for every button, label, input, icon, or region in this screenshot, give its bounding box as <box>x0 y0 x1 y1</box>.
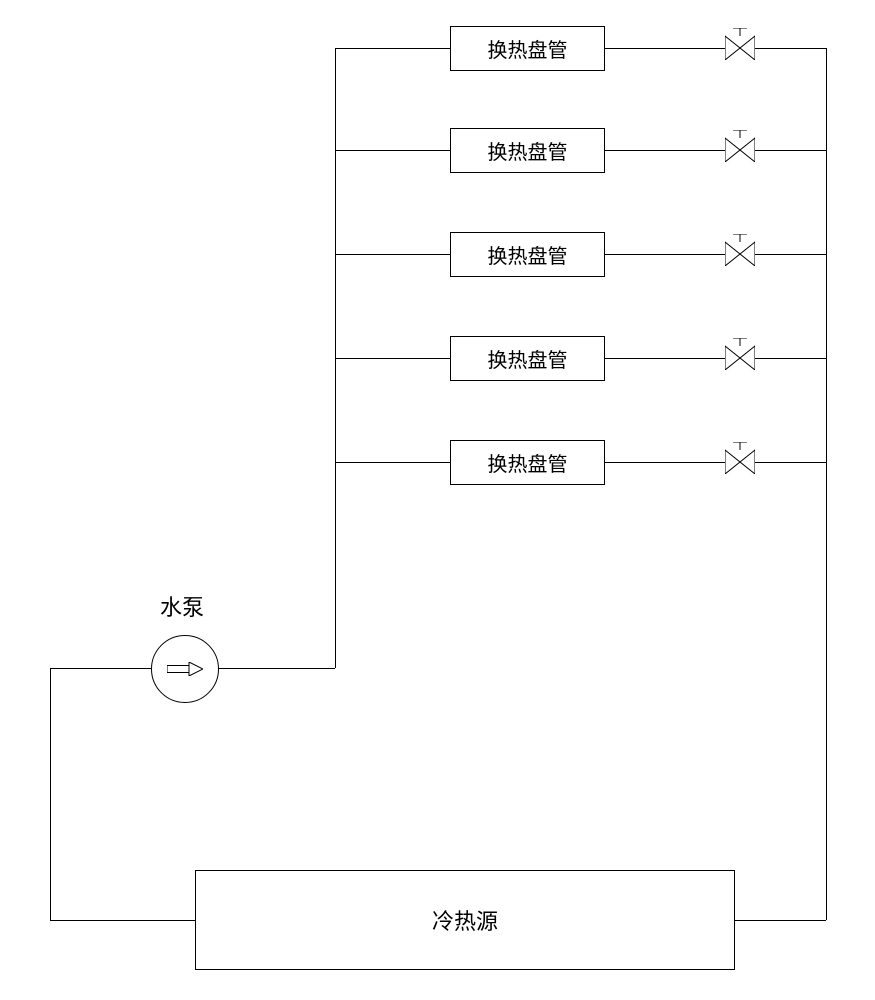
branch-right-line <box>755 150 826 151</box>
valve-icon <box>725 130 755 167</box>
branch-mid-line <box>605 48 725 49</box>
branch-left-line <box>335 254 450 255</box>
diagram-canvas: 换热盘管 换热盘管 换热盘管 换热盘管 换热盘管 水泵冷热源 <box>0 0 875 1000</box>
branch-right-line <box>755 462 826 463</box>
valve-icon <box>725 234 755 271</box>
pump-icon <box>151 635 219 703</box>
pump-label: 水泵 <box>160 590 204 622</box>
supply-line-main-to-pump <box>50 668 151 669</box>
coil-box: 换热盘管 <box>450 336 605 381</box>
supply-line-to-source <box>50 920 195 921</box>
valve-icon <box>725 338 755 375</box>
coil-box: 换热盘管 <box>450 26 605 71</box>
coil-label: 换热盘管 <box>488 34 568 63</box>
valve-icon <box>725 442 755 479</box>
branch-mid-line <box>605 358 725 359</box>
return-line-from-source <box>735 920 826 921</box>
branch-right-line <box>755 254 826 255</box>
coil-label: 换热盘管 <box>488 344 568 373</box>
left-main-riser <box>50 668 51 920</box>
branch-mid-line <box>605 150 725 151</box>
source-label: 冷热源 <box>432 904 498 936</box>
coil-box: 换热盘管 <box>450 232 605 277</box>
supply-line-pump-to-riser <box>217 668 335 669</box>
branch-left-line <box>335 358 450 359</box>
branch-left-line <box>335 150 450 151</box>
coil-box: 换热盘管 <box>450 440 605 485</box>
coil-label: 换热盘管 <box>488 448 568 477</box>
branch-mid-line <box>605 254 725 255</box>
branch-mid-line <box>605 462 725 463</box>
left-supply-riser <box>335 48 336 668</box>
coil-label: 换热盘管 <box>488 240 568 269</box>
coil-label: 换热盘管 <box>488 136 568 165</box>
source-box: 冷热源 <box>195 870 735 970</box>
coil-box: 换热盘管 <box>450 128 605 173</box>
branch-right-line <box>755 48 826 49</box>
right-return-riser <box>826 48 827 920</box>
branch-left-line <box>335 462 450 463</box>
branch-left-line <box>335 48 450 49</box>
valve-icon <box>725 28 755 65</box>
branch-right-line <box>755 358 826 359</box>
